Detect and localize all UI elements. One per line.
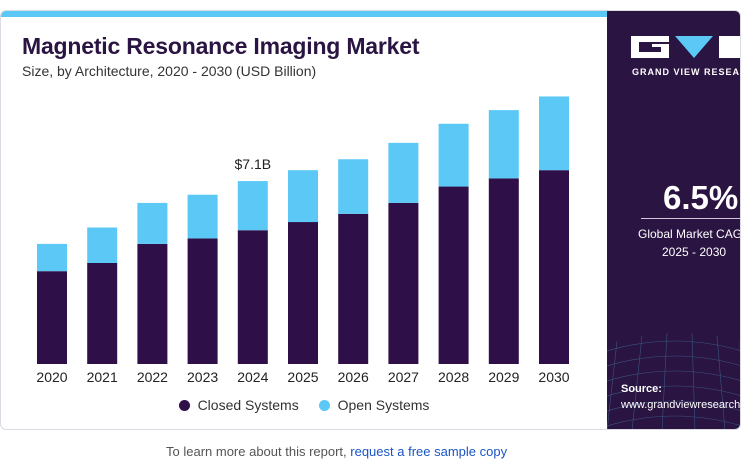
accent-bar bbox=[1, 11, 607, 17]
x-tick-label-2030: 2030 bbox=[538, 369, 569, 385]
bar-open-2021 bbox=[87, 227, 118, 263]
brand-logo bbox=[631, 36, 740, 58]
bar-open-2028 bbox=[438, 123, 469, 187]
bar-open-2020 bbox=[37, 243, 67, 272]
bar-closed-2023 bbox=[187, 238, 218, 364]
data-label-2024: $7.1B bbox=[235, 156, 272, 172]
x-tick-label-2027: 2027 bbox=[388, 369, 419, 385]
bar-closed-2028 bbox=[438, 186, 469, 364]
x-tick-label-2024: 2024 bbox=[237, 369, 268, 385]
decorative-grid bbox=[607, 332, 740, 429]
bar-closed-2021 bbox=[87, 262, 118, 364]
bar-open-2023 bbox=[187, 194, 218, 239]
info-sidebar: GRAND VIEW RESEARCH 6.5% Global Market C… bbox=[607, 11, 741, 429]
bar-closed-2022 bbox=[137, 243, 168, 364]
x-tick-label-2028: 2028 bbox=[438, 369, 469, 385]
x-tick-label-2026: 2026 bbox=[338, 369, 369, 385]
chart-subtitle: Size, by Architecture, 2020 - 2030 (USD … bbox=[22, 63, 317, 79]
bar-open-2025 bbox=[288, 170, 318, 223]
bar-closed-2024 bbox=[237, 230, 268, 364]
footer-prefix: To learn more about this report, bbox=[166, 444, 351, 459]
chart-panel: Magnetic Resonance Imaging Market Size, … bbox=[1, 11, 607, 429]
legend-swatch-closed bbox=[178, 399, 190, 411]
legend-item-closed: Closed Systems bbox=[178, 397, 299, 413]
legend-swatch-open bbox=[318, 399, 330, 411]
sample-copy-link[interactable]: request a free sample copy bbox=[350, 444, 508, 459]
x-tick-label-2021: 2021 bbox=[87, 369, 118, 385]
logo-g-icon bbox=[631, 36, 669, 58]
chart-legend: Closed Systems Open Systems bbox=[1, 397, 607, 414]
legend-label-open: Open Systems bbox=[337, 397, 430, 413]
bar-open-2022 bbox=[137, 202, 168, 244]
bar-open-2026 bbox=[338, 159, 369, 214]
legend-label-closed: Closed Systems bbox=[197, 397, 299, 413]
cagr-years: 2025 - 2030 bbox=[662, 245, 727, 259]
bar-closed-2029 bbox=[488, 178, 519, 364]
logo-r-icon bbox=[719, 36, 740, 58]
x-tick-label-2023: 2023 bbox=[187, 369, 218, 385]
bar-open-2030 bbox=[539, 96, 569, 171]
x-tick-label-2022: 2022 bbox=[137, 369, 168, 385]
x-tick-label-2029: 2029 bbox=[488, 369, 519, 385]
bar-open-2027 bbox=[388, 142, 419, 203]
bar-open-2024 bbox=[237, 181, 268, 231]
cagr-divider bbox=[641, 218, 740, 219]
footer-note: To learn more about this report, request… bbox=[166, 444, 507, 459]
bar-closed-2026 bbox=[338, 213, 369, 364]
legend-item-open: Open Systems bbox=[318, 397, 430, 413]
x-tick-label-2025: 2025 bbox=[287, 369, 318, 385]
logo-v-icon bbox=[675, 36, 713, 58]
brand-name: GRAND VIEW RESEARCH bbox=[632, 67, 741, 77]
bar-closed-2020 bbox=[37, 271, 67, 364]
bar-closed-2030 bbox=[539, 170, 569, 364]
source-url: www.grandviewresearch.com bbox=[621, 399, 741, 411]
chart-card: Magnetic Resonance Imaging Market Size, … bbox=[0, 10, 741, 430]
bar-closed-2027 bbox=[388, 202, 419, 364]
cagr-label: Global Market CAGR, bbox=[638, 227, 740, 241]
source-label: Source: bbox=[621, 383, 662, 395]
cagr-value: 6.5% bbox=[663, 179, 739, 216]
bar-chart: 2020 2021 2022 2023 2024 $7.1B 2025 2026 2027 202… bbox=[36, 96, 570, 385]
bar-open-2029 bbox=[488, 110, 519, 179]
bar-closed-2025 bbox=[288, 222, 318, 364]
chart-title: Magnetic Resonance Imaging Market bbox=[22, 33, 420, 59]
x-tick-label-2020: 2020 bbox=[36, 369, 67, 385]
